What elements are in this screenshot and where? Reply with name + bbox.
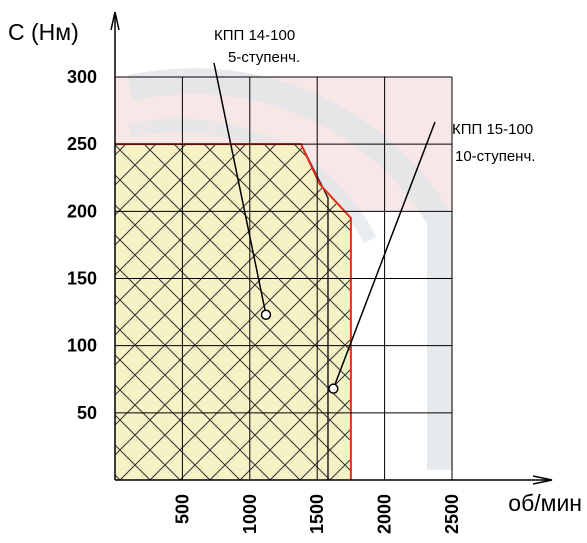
label-layer: 50 100 150 200 250 300 500 1000 1500 2000 2500 С (Н… <box>8 19 582 534</box>
x-axis-label: об/мин <box>508 490 582 516</box>
area-layer <box>115 143 352 480</box>
annotation-marker <box>328 383 339 394</box>
x-tick-label: 2000 <box>375 494 395 534</box>
annotation-line1: КПП 14-100 <box>214 27 295 44</box>
annotation-line1: КПП 15-100 <box>452 121 533 138</box>
annotation-line2: 5-ступенч. <box>228 49 300 66</box>
y-tick-label: 200 <box>67 201 97 221</box>
y-tick-label: 300 <box>67 67 97 87</box>
y-tick-label: 150 <box>67 269 97 289</box>
watermark-arc <box>127 68 453 470</box>
grid-layer <box>115 76 453 480</box>
annotation-line2: 10-ступенч. <box>455 148 535 165</box>
x-tick-label: 1000 <box>240 494 260 534</box>
x-tick-label: 1500 <box>307 494 327 534</box>
x-tick-label: 2500 <box>442 494 462 534</box>
y-tick-label: 100 <box>67 336 97 356</box>
annotation-leader <box>332 121 436 389</box>
axes-layer <box>110 11 553 485</box>
y-axis-arrow <box>110 11 120 31</box>
area-hatch <box>115 144 351 480</box>
y-tick-label: 50 <box>77 403 97 423</box>
annotation-marker <box>260 309 272 321</box>
y-tick-label: 250 <box>67 134 97 154</box>
y-axis-label: С (Нм) <box>8 19 79 45</box>
annotation-leader <box>213 62 267 315</box>
x-tick-label: 500 <box>172 494 192 524</box>
x-axis-arrow <box>532 475 553 485</box>
